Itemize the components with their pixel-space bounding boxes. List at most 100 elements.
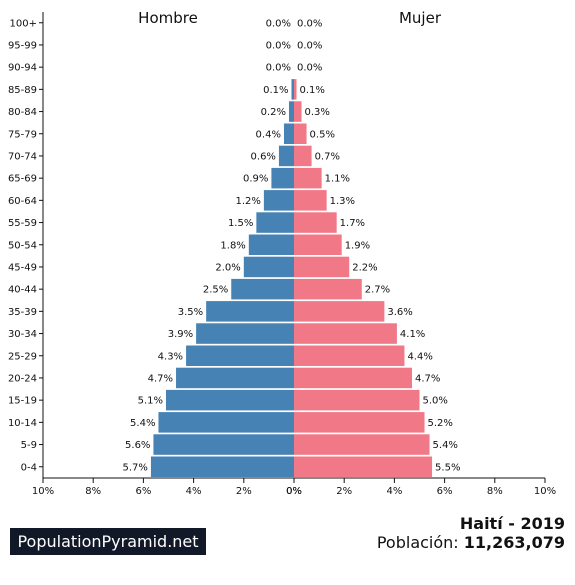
label-male-45-49: 2.0% xyxy=(215,262,240,273)
label-female-50-54: 1.9% xyxy=(345,240,370,251)
bar-male-40-44 xyxy=(231,278,294,300)
y-tick-label-75-79: 75-79 xyxy=(8,129,37,140)
label-male-35-39: 3.5% xyxy=(178,307,203,318)
y-tick-label-50-54: 50-54 xyxy=(8,240,37,251)
label-male-100+: 0.0% xyxy=(266,18,291,29)
label-male-15-19: 5.1% xyxy=(138,396,163,407)
x-tick-label-right-1: 2% xyxy=(336,486,352,497)
label-male-10-14: 5.4% xyxy=(130,418,155,429)
label-male-25-29: 4.3% xyxy=(158,351,183,362)
label-female-90-94: 0.0% xyxy=(297,63,322,74)
bar-male-45-49 xyxy=(243,256,294,278)
right-title: Mujer xyxy=(399,9,442,27)
y-tick-label-80-84: 80-84 xyxy=(8,107,37,118)
x-tick-label-right-4: 8% xyxy=(487,486,503,497)
label-male-55-59: 1.5% xyxy=(228,218,253,229)
bar-female-60-64 xyxy=(294,190,327,211)
label-female-10-14: 5.2% xyxy=(428,418,453,429)
bar-female-50-54 xyxy=(294,234,342,255)
bar-female-55-59 xyxy=(294,212,337,233)
bar-male-75-79 xyxy=(283,123,294,144)
x-tick-label-right-5: 10% xyxy=(534,486,556,497)
bar-female-35-39 xyxy=(294,301,385,322)
label-female-15-19: 5.0% xyxy=(423,396,448,407)
x-tick-label-left-3: 4% xyxy=(186,486,202,497)
label-male-50-54: 1.8% xyxy=(220,240,245,251)
label-female-0-4: 5.5% xyxy=(435,462,460,473)
bar-male-25-29 xyxy=(186,345,294,366)
x-tick-label-left-1: 8% xyxy=(85,486,101,497)
label-female-65-69: 1.1% xyxy=(325,174,350,185)
bar-male-65-69 xyxy=(271,167,294,189)
bar-female-45-49 xyxy=(294,256,350,278)
x-tick-label-right-3: 6% xyxy=(437,486,453,497)
bar-male-30-34 xyxy=(196,323,294,344)
label-female-75-79: 0.5% xyxy=(310,129,335,140)
bar-male-20-24 xyxy=(176,367,294,389)
x-tick-label-left-0: 10% xyxy=(32,486,54,497)
y-tick-label-60-64: 60-64 xyxy=(8,196,37,207)
bar-female-30-34 xyxy=(294,323,397,344)
label-male-30-34: 3.9% xyxy=(168,329,193,340)
bar-female-85-89 xyxy=(294,79,297,100)
label-female-30-34: 4.1% xyxy=(400,329,425,340)
x-tick-label-right-0: 0% xyxy=(286,486,302,497)
label-male-90-94: 0.0% xyxy=(266,63,291,74)
y-tick-label-40-44: 40-44 xyxy=(8,285,37,296)
label-female-20-24: 4.7% xyxy=(415,373,440,384)
label-male-65-69: 0.9% xyxy=(243,174,268,185)
x-tick-label-right-2: 4% xyxy=(386,486,402,497)
y-tick-label-95-99: 95-99 xyxy=(8,40,37,51)
bar-female-10-14 xyxy=(294,412,425,433)
left-title: Hombre xyxy=(138,9,198,27)
label-female-100+: 0.0% xyxy=(297,18,322,29)
label-male-70-74: 0.6% xyxy=(251,151,276,162)
label-female-55-59: 1.7% xyxy=(340,218,365,229)
bar-male-5-9 xyxy=(153,434,294,455)
y-tick-label-10-14: 10-14 xyxy=(8,418,37,429)
label-male-5-9: 5.6% xyxy=(125,440,150,451)
x-tick-label-left-4: 2% xyxy=(236,486,252,497)
label-female-40-44: 2.7% xyxy=(365,285,390,296)
bar-male-10-14 xyxy=(158,412,294,433)
bar-male-50-54 xyxy=(248,234,294,255)
y-tick-label-55-59: 55-59 xyxy=(8,218,37,229)
bar-male-0-4 xyxy=(150,456,294,477)
y-tick-label-100+: 100+ xyxy=(10,18,37,29)
bar-female-75-79 xyxy=(294,123,307,144)
label-female-85-89: 0.1% xyxy=(300,85,325,96)
bar-female-15-19 xyxy=(294,389,420,411)
bar-male-35-39 xyxy=(206,301,294,322)
y-tick-label-20-24: 20-24 xyxy=(8,373,37,384)
y-tick-label-5-9: 5-9 xyxy=(21,440,37,451)
label-male-80-84: 0.2% xyxy=(261,107,286,118)
y-tick-label-0-4: 0-4 xyxy=(21,462,37,473)
label-male-0-4: 5.7% xyxy=(123,462,148,473)
label-female-35-39: 3.6% xyxy=(387,307,412,318)
y-tick-label-35-39: 35-39 xyxy=(8,307,37,318)
label-female-45-49: 2.2% xyxy=(352,262,377,273)
label-female-70-74: 0.7% xyxy=(315,151,340,162)
bar-male-55-59 xyxy=(256,212,294,233)
y-tick-label-90-94: 90-94 xyxy=(8,63,37,74)
y-tick-label-65-69: 65-69 xyxy=(8,174,37,185)
bar-male-85-89 xyxy=(291,79,294,100)
x-tick-label-left-5: 0% xyxy=(286,486,302,497)
bar-female-0-4 xyxy=(294,456,433,477)
label-female-95-99: 0.0% xyxy=(297,40,322,51)
bar-female-25-29 xyxy=(294,345,405,366)
y-tick-label-45-49: 45-49 xyxy=(8,262,37,273)
x-tick-label-left-2: 6% xyxy=(135,486,151,497)
bar-female-5-9 xyxy=(294,434,430,455)
y-tick-label-30-34: 30-34 xyxy=(8,329,37,340)
label-female-25-29: 4.4% xyxy=(407,351,432,362)
label-male-95-99: 0.0% xyxy=(266,40,291,51)
bar-female-65-69 xyxy=(294,167,322,189)
bar-male-60-64 xyxy=(263,190,294,211)
label-male-20-24: 4.7% xyxy=(148,373,173,384)
bar-female-20-24 xyxy=(294,367,412,389)
y-tick-label-25-29: 25-29 xyxy=(8,351,37,362)
bar-female-80-84 xyxy=(294,101,302,122)
